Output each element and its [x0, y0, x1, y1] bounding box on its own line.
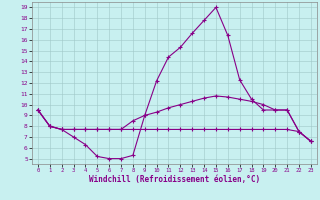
X-axis label: Windchill (Refroidissement éolien,°C): Windchill (Refroidissement éolien,°C)	[89, 175, 260, 184]
